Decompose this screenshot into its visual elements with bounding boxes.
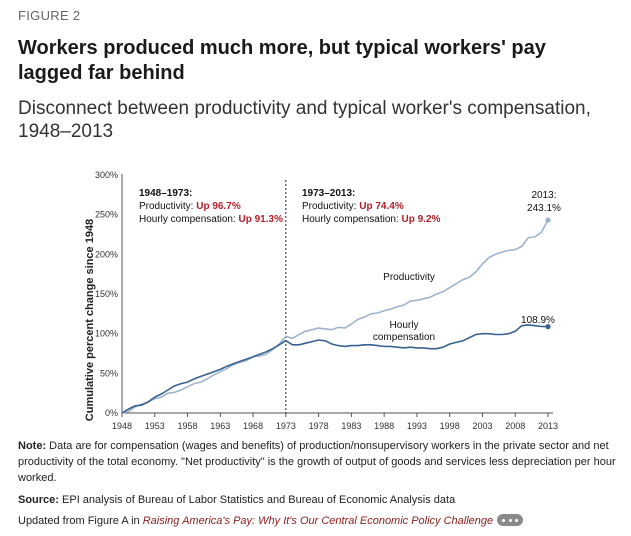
chart-notes: Note: Data are for compensation (wages a…: [18, 438, 618, 514]
x-tick-label: 1998: [440, 421, 460, 431]
updated-line: Updated from Figure A in Raising America…: [18, 514, 524, 527]
period2-productivity: Productivity: Up 74.4%: [302, 201, 404, 212]
y-axis-label: Cumulative percent change since 1948: [84, 219, 96, 421]
y-tick-label: 50%: [100, 368, 118, 378]
x-tick-label: 2003: [472, 421, 492, 431]
compensation-line: [121, 324, 549, 414]
y-tick-label: 0%: [105, 408, 118, 418]
x-tick-label: 1963: [210, 421, 230, 431]
compensation-series-label-2: compensation: [373, 332, 435, 343]
x-tick-label: 1953: [145, 421, 165, 431]
productivity-line: [121, 219, 549, 414]
y-tick-label: 100%: [95, 329, 118, 339]
x-tick-label: 1993: [407, 421, 427, 431]
x-tick-label: 2008: [505, 421, 525, 431]
y-tick-label: 150%: [95, 289, 118, 299]
period1-productivity: Productivity: Up 96.7%: [139, 201, 241, 212]
x-tick-label: 1958: [178, 421, 198, 431]
source: Source: EPI analysis of Bureau of Labor …: [18, 494, 456, 506]
period2-compensation: Hourly compensation: Up 9.2%: [302, 214, 441, 225]
x-tick-label: 1988: [374, 421, 394, 431]
period1-heading: 1948–1973:: [139, 188, 192, 199]
compensation-end-point: [545, 324, 551, 330]
x-tick-label: 1978: [309, 421, 329, 431]
note: Note: Data are for compensation (wages a…: [18, 440, 616, 484]
x-tick-label: 1983: [341, 421, 361, 431]
y-tick-label: 200%: [95, 249, 118, 259]
productivity-series-label: Productivity: [383, 272, 435, 283]
y-tick-label: 300%: [95, 170, 118, 180]
productivity-end-label-year: 2013:: [531, 190, 556, 201]
period1-compensation: Hourly compensation: Up 91.3%: [139, 214, 283, 225]
chart: Cumulative percent change since 1948 0% 5…: [84, 170, 561, 431]
x-tick-label: 2013: [538, 421, 558, 431]
chart-title: Workers produced much more, but typical …: [18, 37, 546, 84]
book-link[interactable]: Raising America's Pay: Why It's Our Cent…: [142, 515, 494, 527]
y-tick-label: 250%: [95, 210, 118, 220]
productivity-end-point: [545, 217, 551, 223]
chart-subtitle: Disconnect between productivity and typi…: [18, 98, 591, 142]
figure-label: FIGURE 2: [18, 8, 81, 23]
x-tick-label: 1968: [243, 421, 263, 431]
period2-heading: 1973–2013:: [302, 188, 355, 199]
more-options-button[interactable]: [497, 514, 524, 527]
compensation-end-label: 108.9%: [521, 315, 555, 326]
productivity-end-label-value: 243.1%: [527, 203, 561, 214]
x-tick-label: 1973: [276, 421, 296, 431]
x-tick-label: 1948: [112, 421, 132, 431]
compensation-series-label-1: Hourly: [390, 320, 419, 331]
